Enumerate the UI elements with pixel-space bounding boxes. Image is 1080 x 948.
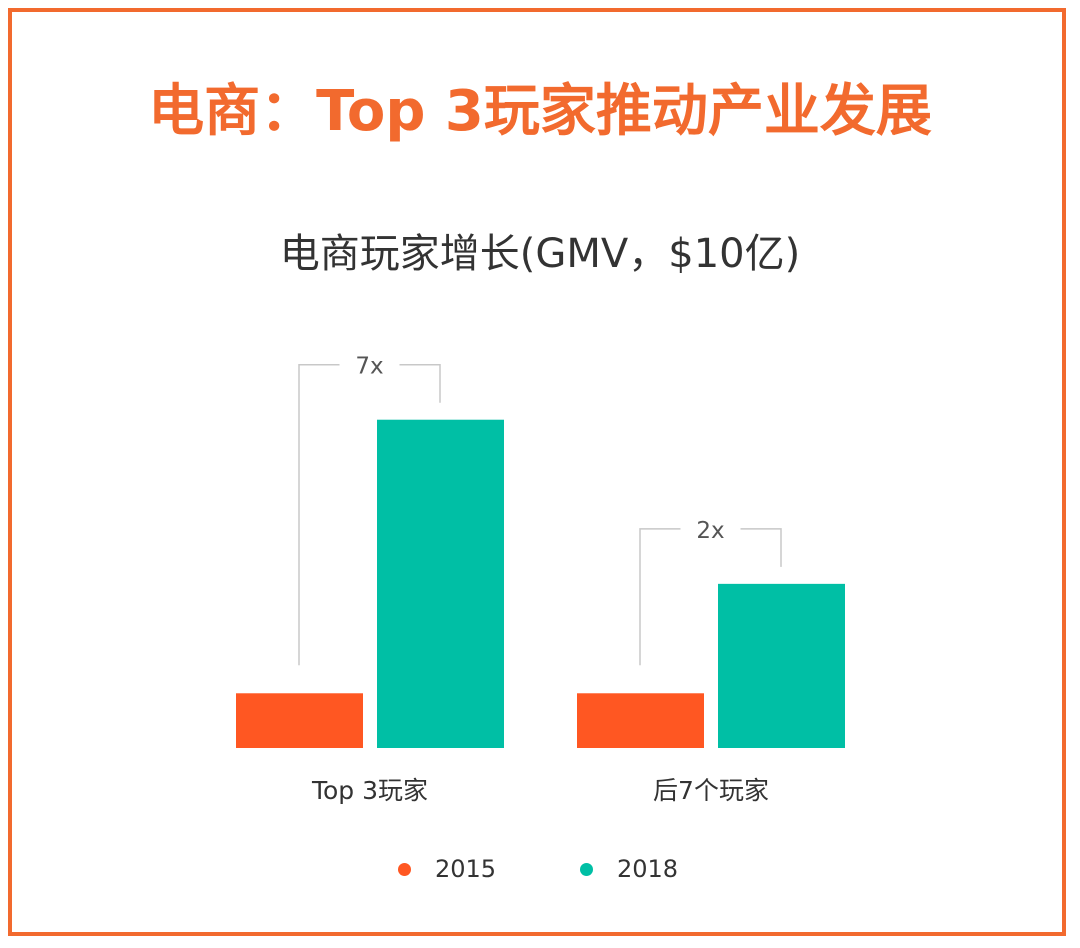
legend-item-2018: 2018: [580, 853, 678, 885]
growth-bracket-1-0: [639, 528, 681, 666]
growth-annotation-0: 7x: [355, 354, 383, 380]
chart-title: 电商玩家增长(GMV，$10亿): [279, 231, 801, 277]
bar-2015-0: [236, 693, 363, 748]
bar-2015-1: [577, 693, 704, 748]
legend-2018-marker-icon: [580, 862, 593, 876]
page-title: 电商：Top 3玩家推动产业发展: [148, 79, 932, 144]
outer-frame: [8, 8, 1066, 936]
growth-bracket-0-1: [399, 363, 441, 403]
bar-2018-0: [377, 419, 504, 748]
category-label-0: Top 3玩家: [311, 776, 428, 805]
growth-bracket-1-1: [740, 528, 782, 567]
legend-2015-label: 2015: [435, 855, 497, 883]
growth-bracket-0-0: [298, 363, 340, 666]
legend-item-2015: 2015: [398, 853, 496, 885]
growth-annotation-1: 2x: [696, 518, 724, 544]
legend-2018-label: 2018: [617, 855, 679, 883]
bar-2018-1: [718, 583, 845, 748]
legend-2015-marker-icon: [398, 862, 411, 876]
category-label-1: 后7个玩家: [653, 776, 769, 805]
